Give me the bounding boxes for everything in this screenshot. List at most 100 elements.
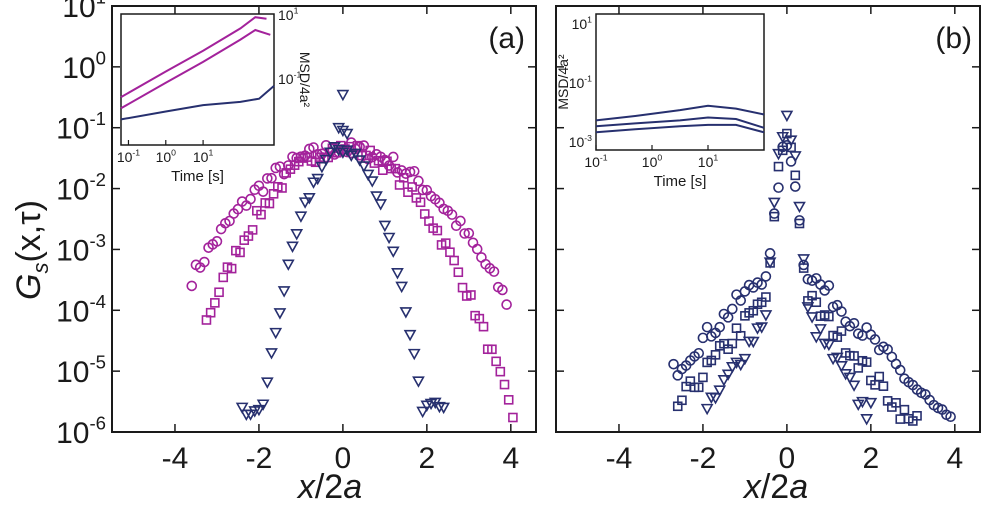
- x-tick-label: 2: [419, 442, 436, 475]
- circle-marker: [701, 321, 713, 333]
- square-marker: [445, 247, 455, 258]
- triangle-marker: [273, 308, 287, 320]
- triangle-marker: [801, 302, 815, 314]
- inset-x-tick-label-base: 10: [698, 154, 714, 170]
- panel-a-frame: [111, 5, 537, 433]
- square-marker: [503, 395, 514, 405]
- circle-marker: [836, 306, 847, 317]
- circle-marker: [211, 236, 223, 247]
- circle-marker: [768, 208, 780, 219]
- circle-marker: [358, 140, 370, 151]
- triangle-marker: [700, 403, 714, 416]
- triangle-marker: [403, 329, 417, 342]
- triangle-marker: [311, 173, 325, 186]
- circle-marker: [722, 312, 734, 323]
- y-tick-label-base: 10: [56, 295, 89, 328]
- inset-x-tick-label-base: 10: [193, 149, 209, 165]
- circle-marker: [756, 279, 768, 290]
- inset-y-tick-label-base: 10: [278, 7, 294, 23]
- inset-y-tick-label-base: 10: [572, 16, 588, 32]
- panel-b-label: (b): [935, 22, 972, 55]
- circle-marker: [408, 165, 420, 177]
- inset-line: [120, 85, 275, 121]
- y-tick-label-base: 10: [56, 356, 89, 389]
- triangle-marker: [361, 169, 375, 182]
- y-tick-label-exp: -5: [89, 352, 106, 373]
- square-marker: [824, 311, 834, 322]
- triangle-marker: [336, 89, 350, 102]
- triangle-marker: [370, 191, 383, 203]
- square-marker: [891, 398, 901, 408]
- y-tick-label-base: 10: [56, 234, 89, 267]
- y-tick-label-exp: 0: [96, 47, 106, 68]
- triangle-marker: [822, 339, 836, 352]
- y-tick-label-base: 10: [56, 113, 89, 146]
- triangle-marker: [788, 151, 802, 163]
- xlabel-b-slash: /2: [761, 468, 789, 505]
- circle-marker: [714, 321, 726, 333]
- circle-marker: [471, 243, 483, 255]
- triangle-marker: [323, 147, 337, 159]
- triangle-marker: [797, 254, 811, 266]
- inset-y-tick-label-exp: -1: [584, 74, 592, 84]
- square-marker: [761, 292, 771, 302]
- inset-y-tick-label: 10-1: [278, 70, 301, 87]
- circle-marker: [764, 248, 776, 259]
- circle-marker: [245, 193, 256, 205]
- x-tick-label: -2: [246, 442, 273, 475]
- circle-marker: [735, 295, 747, 306]
- inset-frame: [120, 13, 275, 146]
- triangle-marker: [386, 246, 400, 258]
- x-tick-label: 4: [502, 442, 519, 475]
- inset-x-tick-label-base: 10: [156, 149, 172, 165]
- circle-marker: [794, 215, 805, 226]
- square-marker: [398, 172, 409, 183]
- circle-marker: [945, 411, 956, 423]
- inset-x-tick-label-exp: 1: [208, 148, 213, 158]
- x-tick-label: -4: [606, 442, 633, 475]
- triangle-marker: [252, 404, 266, 417]
- inset-y-tick-label: 10-1: [569, 74, 592, 91]
- y-tick-label-exp: 1: [96, 0, 106, 8]
- triangle-marker: [835, 360, 848, 373]
- triangle-marker: [437, 402, 451, 415]
- inset-x-tick-label: 10-1: [584, 153, 607, 170]
- circle-marker: [295, 151, 307, 162]
- inset-x-tick-label-exp: -1: [600, 153, 608, 163]
- square-marker: [735, 330, 746, 341]
- y-tick-label-exp: -4: [89, 291, 106, 312]
- inset-x-tick-label: 101: [193, 148, 214, 165]
- square-marker: [874, 371, 885, 382]
- circle-marker: [760, 271, 772, 282]
- inset-y-tick-label-exp: 1: [587, 15, 592, 25]
- inset-y-tick-label: 101: [572, 15, 593, 32]
- triangle-marker: [433, 401, 446, 414]
- circle-marker: [262, 173, 273, 184]
- y-label-args: (x,τ): [10, 200, 48, 263]
- circle-marker: [501, 299, 512, 310]
- triangle-marker: [738, 353, 752, 366]
- square-marker: [895, 414, 906, 424]
- circle-marker: [463, 227, 475, 239]
- triangle-marker: [860, 414, 874, 426]
- square-marker: [210, 298, 220, 308]
- inset-y-tick-label: 10-3: [569, 133, 592, 150]
- triangle-marker: [818, 338, 832, 351]
- inset-line: [120, 28, 271, 110]
- inset-y-tick-label-exp: 1: [294, 6, 299, 16]
- x-tick-label: 0: [779, 442, 796, 475]
- triangle-marker: [755, 322, 769, 334]
- triangle-marker: [830, 352, 844, 365]
- square-marker: [466, 290, 476, 300]
- triangle-marker: [260, 377, 274, 389]
- xlabel-b-a: a: [789, 468, 808, 505]
- panel-a-xlabel: x/2a: [296, 468, 362, 505]
- triangle-marker: [281, 259, 295, 271]
- circle-marker: [455, 215, 466, 227]
- circle-marker: [459, 228, 470, 239]
- inset-x-tick-label-exp: -1: [132, 148, 140, 158]
- square-marker: [440, 238, 451, 248]
- y-tick-label: 10-4: [56, 291, 106, 329]
- triangle-marker: [269, 327, 283, 340]
